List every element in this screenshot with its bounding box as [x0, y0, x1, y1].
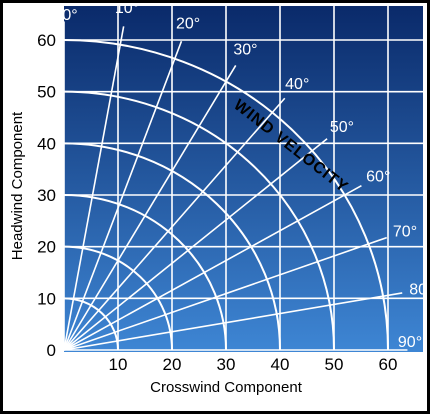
x-axis-title: Crosswind Component [150, 379, 303, 396]
angle-spokes [63, 21, 408, 351]
angle-spoke [63, 236, 387, 351]
angle-label: 40° [285, 76, 309, 93]
angle-labels: 0° 10° 20° 30° 40° 50° 60° 70° 80° 90° [62, 0, 430, 351]
x-tick-label: 20 [163, 355, 182, 374]
velocity-arc [64, 142, 281, 351]
x-tick-label: 50 [325, 355, 344, 374]
y-tick-label: 20 [37, 238, 56, 257]
velocity-arc [64, 194, 227, 351]
velocity-arc [64, 90, 335, 351]
y-axis-ticks: 0 10 20 30 40 50 60 [37, 31, 56, 360]
angle-label: 0° [62, 7, 77, 24]
angle-label: 60° [366, 168, 390, 185]
y-tick-label: 60 [37, 31, 56, 50]
y-tick-label: 30 [37, 186, 56, 205]
x-tick-label: 60 [379, 355, 398, 374]
angle-spoke [63, 40, 183, 351]
angle-spoke [63, 292, 403, 351]
velocity-arc [64, 39, 389, 351]
y-tick-label: 40 [37, 134, 56, 153]
angle-label: 90° [398, 334, 422, 351]
angle-spoke [63, 138, 328, 351]
velocity-arc [64, 245, 173, 351]
x-tick-label: 30 [217, 355, 236, 374]
x-axis-ticks: 10 20 30 40 50 60 [109, 355, 398, 374]
angle-spoke [63, 65, 237, 351]
y-tick-label: 10 [37, 289, 56, 308]
angle-label: 70° [393, 223, 417, 240]
x-tick-label: 40 [271, 355, 290, 374]
angle-spoke [63, 184, 362, 351]
y-tick-label: 50 [37, 83, 56, 102]
angle-label: 80° [409, 282, 430, 299]
plot-background [64, 6, 423, 352]
angle-label: 10° [115, 0, 139, 17]
angle-spoke [63, 97, 286, 351]
angle-spoke [63, 26, 125, 351]
x-tick-label: 10 [109, 355, 128, 374]
angle-label: 50° [330, 119, 354, 136]
angle-label: 30° [233, 41, 257, 58]
angle-label: 20° [176, 16, 200, 33]
y-tick-label: 0 [47, 341, 56, 360]
y-axis-title: Headwind Component [9, 111, 26, 260]
grid [64, 6, 423, 351]
